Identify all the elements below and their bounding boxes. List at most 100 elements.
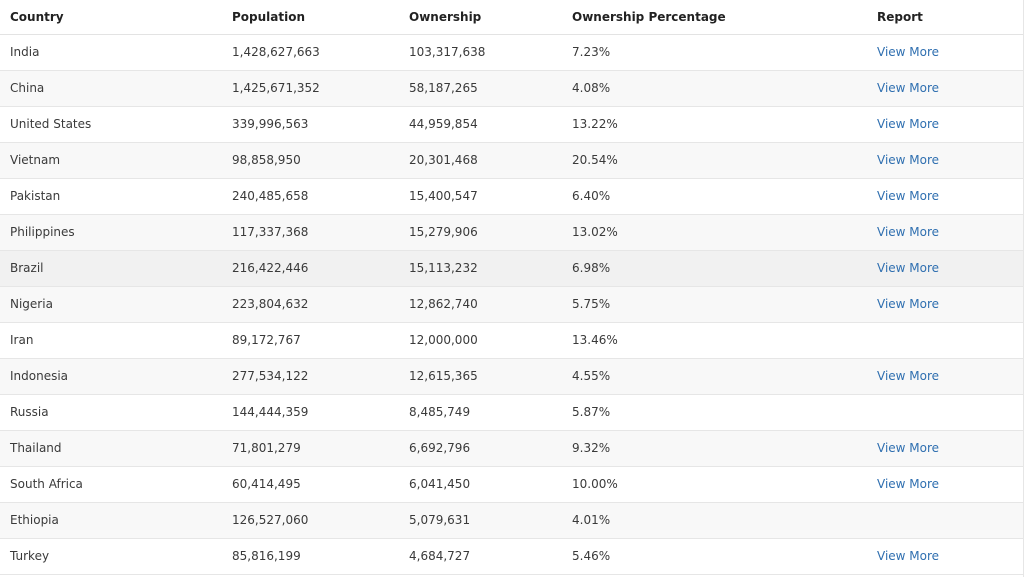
column-header-report[interactable]: Report xyxy=(867,0,1024,35)
cell-ownership: 20,301,468 xyxy=(399,142,562,179)
table-row: Iran 89,172,767 12,000,000 13.46% xyxy=(0,322,1024,359)
view-more-link[interactable]: View More xyxy=(877,549,940,563)
view-more-link[interactable]: View More xyxy=(877,297,940,311)
view-more-link[interactable]: View More xyxy=(877,117,940,131)
cell-country: Russia xyxy=(0,394,222,431)
cell-percentage: 13.02% xyxy=(562,214,867,251)
column-header-ownership[interactable]: Ownership xyxy=(399,0,562,35)
view-more-link[interactable]: View More xyxy=(877,189,940,203)
view-more-link[interactable]: View More xyxy=(877,81,940,95)
cell-population: 216,422,446 xyxy=(222,250,399,287)
cell-population: 71,801,279 xyxy=(222,430,399,467)
view-more-link[interactable]: View More xyxy=(877,225,940,239)
cell-report: View More xyxy=(867,430,1024,467)
cell-population: 60,414,495 xyxy=(222,466,399,503)
cell-population: 1,425,671,352 xyxy=(222,70,399,107)
table-header: Country Population Ownership Ownership P… xyxy=(0,0,1024,35)
cell-percentage: 20.54% xyxy=(562,142,867,179)
cell-country: United States xyxy=(0,106,222,143)
table-row: China 1,425,671,352 58,187,265 4.08% Vie… xyxy=(0,70,1024,107)
cell-percentage: 13.46% xyxy=(562,322,867,359)
cell-country: Iran xyxy=(0,322,222,359)
cell-percentage: 13.22% xyxy=(562,106,867,143)
cell-population: 277,534,122 xyxy=(222,358,399,395)
cell-population: 1,428,627,663 xyxy=(222,34,399,71)
view-more-link[interactable]: View More xyxy=(877,369,940,383)
cell-report xyxy=(867,502,1024,539)
cell-ownership: 15,113,232 xyxy=(399,250,562,287)
cell-country: China xyxy=(0,70,222,107)
cell-population: 126,527,060 xyxy=(222,502,399,539)
table-row: Nigeria 223,804,632 12,862,740 5.75% Vie… xyxy=(0,286,1024,323)
cell-country: Philippines xyxy=(0,214,222,251)
cell-report: View More xyxy=(867,286,1024,323)
cell-ownership: 103,317,638 xyxy=(399,34,562,71)
cell-report: View More xyxy=(867,70,1024,107)
cell-percentage: 6.40% xyxy=(562,178,867,215)
cell-percentage: 10.00% xyxy=(562,466,867,503)
table-body: India 1,428,627,663 103,317,638 7.23% Vi… xyxy=(0,34,1024,575)
cell-population: 98,858,950 xyxy=(222,142,399,179)
cell-ownership: 44,959,854 xyxy=(399,106,562,143)
cell-report: View More xyxy=(867,34,1024,71)
cell-percentage: 5.46% xyxy=(562,538,867,575)
table-row: Turkey 85,816,199 4,684,727 5.46% View M… xyxy=(0,538,1024,575)
cell-ownership: 6,692,796 xyxy=(399,430,562,467)
cell-population: 144,444,359 xyxy=(222,394,399,431)
cell-country: Pakistan xyxy=(0,178,222,215)
table-row: India 1,428,627,663 103,317,638 7.23% Vi… xyxy=(0,34,1024,71)
cell-country: Vietnam xyxy=(0,142,222,179)
cell-ownership: 4,684,727 xyxy=(399,538,562,575)
cell-ownership: 6,041,450 xyxy=(399,466,562,503)
table-row: Philippines 117,337,368 15,279,906 13.02… xyxy=(0,214,1024,251)
table-row: Vietnam 98,858,950 20,301,468 20.54% Vie… xyxy=(0,142,1024,179)
cell-report: View More xyxy=(867,358,1024,395)
column-header-ownership-percentage[interactable]: Ownership Percentage xyxy=(562,0,867,35)
table-row: Brazil 216,422,446 15,113,232 6.98% View… xyxy=(0,250,1024,287)
view-more-link[interactable]: View More xyxy=(877,441,940,455)
table-row: Pakistan 240,485,658 15,400,547 6.40% Vi… xyxy=(0,178,1024,215)
table-row: United States 339,996,563 44,959,854 13.… xyxy=(0,106,1024,143)
cell-ownership: 8,485,749 xyxy=(399,394,562,431)
cell-percentage: 5.75% xyxy=(562,286,867,323)
cell-report: View More xyxy=(867,214,1024,251)
cell-report: View More xyxy=(867,106,1024,143)
cell-report xyxy=(867,322,1024,359)
table-row: Ethiopia 126,527,060 5,079,631 4.01% xyxy=(0,502,1024,539)
cell-country: India xyxy=(0,34,222,71)
cell-ownership: 15,400,547 xyxy=(399,178,562,215)
cell-country: Thailand xyxy=(0,430,222,467)
cell-ownership: 15,279,906 xyxy=(399,214,562,251)
table-row: Russia 144,444,359 8,485,749 5.87% xyxy=(0,394,1024,431)
cell-population: 89,172,767 xyxy=(222,322,399,359)
cell-percentage: 5.87% xyxy=(562,394,867,431)
header-row: Country Population Ownership Ownership P… xyxy=(0,0,1024,35)
cell-country: South Africa xyxy=(0,466,222,503)
column-header-population[interactable]: Population xyxy=(222,0,399,35)
cell-ownership: 12,862,740 xyxy=(399,286,562,323)
view-more-link[interactable]: View More xyxy=(877,261,940,275)
cell-population: 240,485,658 xyxy=(222,178,399,215)
table-row: Indonesia 277,534,122 12,615,365 4.55% V… xyxy=(0,358,1024,395)
view-more-link[interactable]: View More xyxy=(877,153,940,167)
cell-percentage: 4.01% xyxy=(562,502,867,539)
cell-percentage: 9.32% xyxy=(562,430,867,467)
cell-report xyxy=(867,394,1024,431)
cell-percentage: 4.55% xyxy=(562,358,867,395)
cell-report: View More xyxy=(867,466,1024,503)
cell-report: View More xyxy=(867,538,1024,575)
cell-ownership: 58,187,265 xyxy=(399,70,562,107)
cell-ownership: 12,000,000 xyxy=(399,322,562,359)
cell-country: Brazil xyxy=(0,250,222,287)
cell-population: 223,804,632 xyxy=(222,286,399,323)
cell-country: Nigeria xyxy=(0,286,222,323)
cell-report: View More xyxy=(867,250,1024,287)
column-header-country[interactable]: Country xyxy=(0,0,222,35)
view-more-link[interactable]: View More xyxy=(877,477,940,491)
cell-percentage: 6.98% xyxy=(562,250,867,287)
cell-percentage: 4.08% xyxy=(562,70,867,107)
cell-country: Turkey xyxy=(0,538,222,575)
view-more-link[interactable]: View More xyxy=(877,45,940,59)
